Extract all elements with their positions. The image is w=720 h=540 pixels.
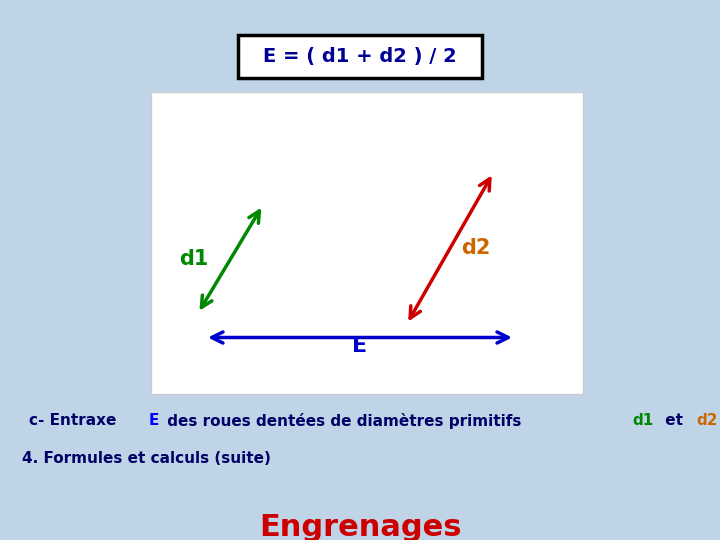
Text: des roues dentées de diamètres primitifs: des roues dentées de diamètres primitifs (162, 413, 526, 429)
Text: d1: d1 (179, 249, 209, 269)
Text: E: E (148, 413, 158, 428)
FancyBboxPatch shape (151, 92, 583, 394)
Text: c- Entraxe: c- Entraxe (29, 413, 122, 428)
Text: d2: d2 (461, 238, 490, 259)
Text: d1: d1 (632, 413, 654, 428)
Text: Engrenages: Engrenages (258, 513, 462, 540)
FancyBboxPatch shape (238, 35, 482, 78)
Text: E: E (352, 336, 368, 356)
Text: d2: d2 (696, 413, 718, 428)
Text: 4. Formules et calculs (suite): 4. Formules et calculs (suite) (22, 451, 271, 466)
Text: E = ( d1 + d2 ) / 2: E = ( d1 + d2 ) / 2 (263, 47, 457, 66)
Text: et: et (660, 413, 688, 428)
